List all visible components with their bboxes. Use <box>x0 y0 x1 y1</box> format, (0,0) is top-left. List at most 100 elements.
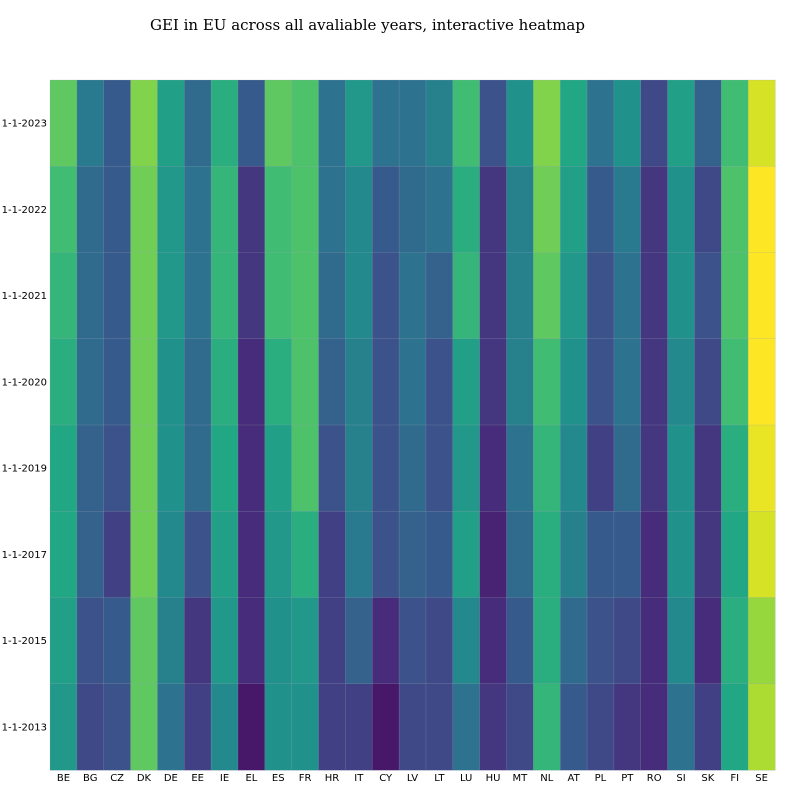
heatmap-cell-CY-1-1-2021 <box>371 252 400 340</box>
heatmap-cell-PL-1-1-2019 <box>586 424 615 512</box>
heatmap-cell-BG-1-1-2020 <box>76 338 105 426</box>
heatmap-cell-HR-1-1-2017 <box>318 511 346 599</box>
heatmap-cell-LV-1-1-2022 <box>398 166 427 254</box>
heatmap-cell-CZ-1-1-2020 <box>103 338 132 426</box>
heatmap-cell-IE-1-1-2021 <box>210 252 239 340</box>
y-tick-label: 1-1-2022 <box>2 205 47 216</box>
heatmap-cell-EL-1-1-2017 <box>237 511 266 599</box>
heatmap-cell-AT-1-1-2020 <box>559 338 588 426</box>
heatmap-cell-LU-1-1-2017 <box>452 511 481 599</box>
heatmap-cell-PL-1-1-2021 <box>586 252 615 340</box>
x-tick-label: EE <box>191 773 204 784</box>
heatmap-cell-MT-1-1-2021 <box>506 252 534 340</box>
heatmap-cell-IE-1-1-2020 <box>210 338 239 426</box>
heatmap-cell-DE-1-1-2019 <box>157 424 185 512</box>
heatmap-cell-ES-1-1-2021 <box>264 252 293 340</box>
heatmap-cell-LU-1-1-2015 <box>452 597 481 685</box>
heatmap-cell-IT-1-1-2022 <box>345 166 373 254</box>
heatmap-cell-PL-1-1-2017 <box>586 511 615 599</box>
heatmap-cell-EE-1-1-2023 <box>184 79 212 167</box>
heatmap-cell-SI-1-1-2019 <box>667 424 695 512</box>
heatmap-cell-FR-1-1-2023 <box>291 79 320 167</box>
heatmap-cell-SK-1-1-2021 <box>694 252 722 340</box>
heatmap-cell-RO-1-1-2022 <box>640 166 669 254</box>
heatmap-cell-FR-1-1-2015 <box>291 597 320 685</box>
x-tick-label: FR <box>299 773 312 784</box>
heatmap-cell-PL-1-1-2015 <box>586 597 615 685</box>
heatmap-cell-FI-1-1-2015 <box>721 597 749 685</box>
heatmap-cell-LU-1-1-2022 <box>452 166 481 254</box>
heatmap-cell-MT-1-1-2013 <box>506 683 534 771</box>
heatmap-cell-SK-1-1-2022 <box>694 166 722 254</box>
heatmap-cell-SK-1-1-2020 <box>694 338 722 426</box>
heatmap-cell-IE-1-1-2022 <box>210 166 239 254</box>
y-tick-label: 1-1-2017 <box>2 550 47 561</box>
heatmap-cell-SI-1-1-2021 <box>667 252 695 340</box>
heatmap-cell-BE-1-1-2019 <box>49 424 78 512</box>
heatmap-cell-RO-1-1-2013 <box>640 683 669 771</box>
heatmap-cell-BE-1-1-2021 <box>49 252 78 340</box>
heatmap-cell-DK-1-1-2015 <box>130 597 158 685</box>
heatmap-cell-RO-1-1-2019 <box>640 424 669 512</box>
heatmap-cell-NL-1-1-2015 <box>533 597 561 685</box>
heatmap-cell-HR-1-1-2022 <box>318 166 346 254</box>
x-tick-label: EL <box>245 773 257 784</box>
heatmap-cell-IE-1-1-2019 <box>210 424 239 512</box>
heatmap-cell-EE-1-1-2022 <box>184 166 212 254</box>
heatmap-cell-SI-1-1-2020 <box>667 338 695 426</box>
heatmap-cell-RO-1-1-2023 <box>640 79 669 167</box>
heatmap-cell-DK-1-1-2013 <box>130 683 158 771</box>
heatmap-cell-CY-1-1-2017 <box>371 511 400 599</box>
heatmap-cell-NL-1-1-2021 <box>533 252 561 340</box>
heatmap-cell-FI-1-1-2019 <box>721 424 749 512</box>
heatmap-cell-PT-1-1-2015 <box>613 597 642 685</box>
heatmap-cell-LT-1-1-2021 <box>425 252 454 340</box>
heatmap-cell-SI-1-1-2017 <box>667 511 695 599</box>
heatmap-cell-AT-1-1-2023 <box>559 79 588 167</box>
heatmap-cell-MT-1-1-2023 <box>506 79 534 167</box>
x-tick-label: SK <box>701 773 714 784</box>
heatmap-cell-LT-1-1-2023 <box>425 79 454 167</box>
heatmap-cell-SE-1-1-2019 <box>747 424 776 512</box>
heatmap-cell-IT-1-1-2013 <box>345 683 373 771</box>
heatmap-cell-DE-1-1-2017 <box>157 511 185 599</box>
x-tick-label: RO <box>647 773 662 784</box>
x-tick-label: LV <box>407 773 418 784</box>
heatmap-cell-ES-1-1-2019 <box>264 424 293 512</box>
y-tick-label: 1-1-2023 <box>2 119 47 130</box>
heatmap-cell-SE-1-1-2017 <box>747 511 776 599</box>
heatmap-cell-IE-1-1-2017 <box>210 511 239 599</box>
heatmap-cell-DK-1-1-2017 <box>130 511 158 599</box>
heatmap-cell-FR-1-1-2022 <box>291 166 320 254</box>
heatmap-cell-FR-1-1-2017 <box>291 511 320 599</box>
heatmap-cell-EL-1-1-2021 <box>237 252 266 340</box>
heatmap-cell-HU-1-1-2021 <box>479 252 508 340</box>
heatmap-cell-CY-1-1-2020 <box>371 338 400 426</box>
x-tick-label: PL <box>595 773 607 784</box>
heatmap-cell-LT-1-1-2020 <box>425 338 454 426</box>
heatmap-cell-MT-1-1-2019 <box>506 424 534 512</box>
heatmap-cell-AT-1-1-2015 <box>559 597 588 685</box>
y-tick-label: 1-1-2021 <box>2 291 47 302</box>
heatmap-cell-BG-1-1-2015 <box>76 597 105 685</box>
y-axis-tick-labels: 1-1-2023 1-1-2022 1-1-2021 1-1-2020 1-1-2019… <box>2 119 47 734</box>
heatmap-cell-PL-1-1-2013 <box>586 683 615 771</box>
heatmap-cell-AT-1-1-2017 <box>559 511 588 599</box>
heatmap-cell-NL-1-1-2023 <box>533 79 561 167</box>
heatmap-cell-SI-1-1-2013 <box>667 683 695 771</box>
y-tick-label: 1-1-2019 <box>2 464 47 475</box>
x-tick-label: IT <box>354 773 364 784</box>
heatmap-cell-LU-1-1-2019 <box>452 424 481 512</box>
heatmap-cell-LV-1-1-2013 <box>398 683 427 771</box>
heatmap-cell-LV-1-1-2023 <box>398 79 427 167</box>
heatmap-cell-LT-1-1-2013 <box>425 683 454 771</box>
heatmap-cell-PL-1-1-2023 <box>586 79 615 167</box>
heatmap-cell-NL-1-1-2017 <box>533 511 561 599</box>
x-tick-label: LU <box>460 773 472 784</box>
heatmap-cell-ES-1-1-2017 <box>264 511 293 599</box>
heatmap-cell-BE-1-1-2023 <box>49 79 78 167</box>
x-tick-label: DK <box>137 773 152 784</box>
heatmap-cell-CZ-1-1-2019 <box>103 424 132 512</box>
heatmap-cell-HU-1-1-2015 <box>479 597 508 685</box>
heatmap-cell-CY-1-1-2022 <box>371 166 400 254</box>
